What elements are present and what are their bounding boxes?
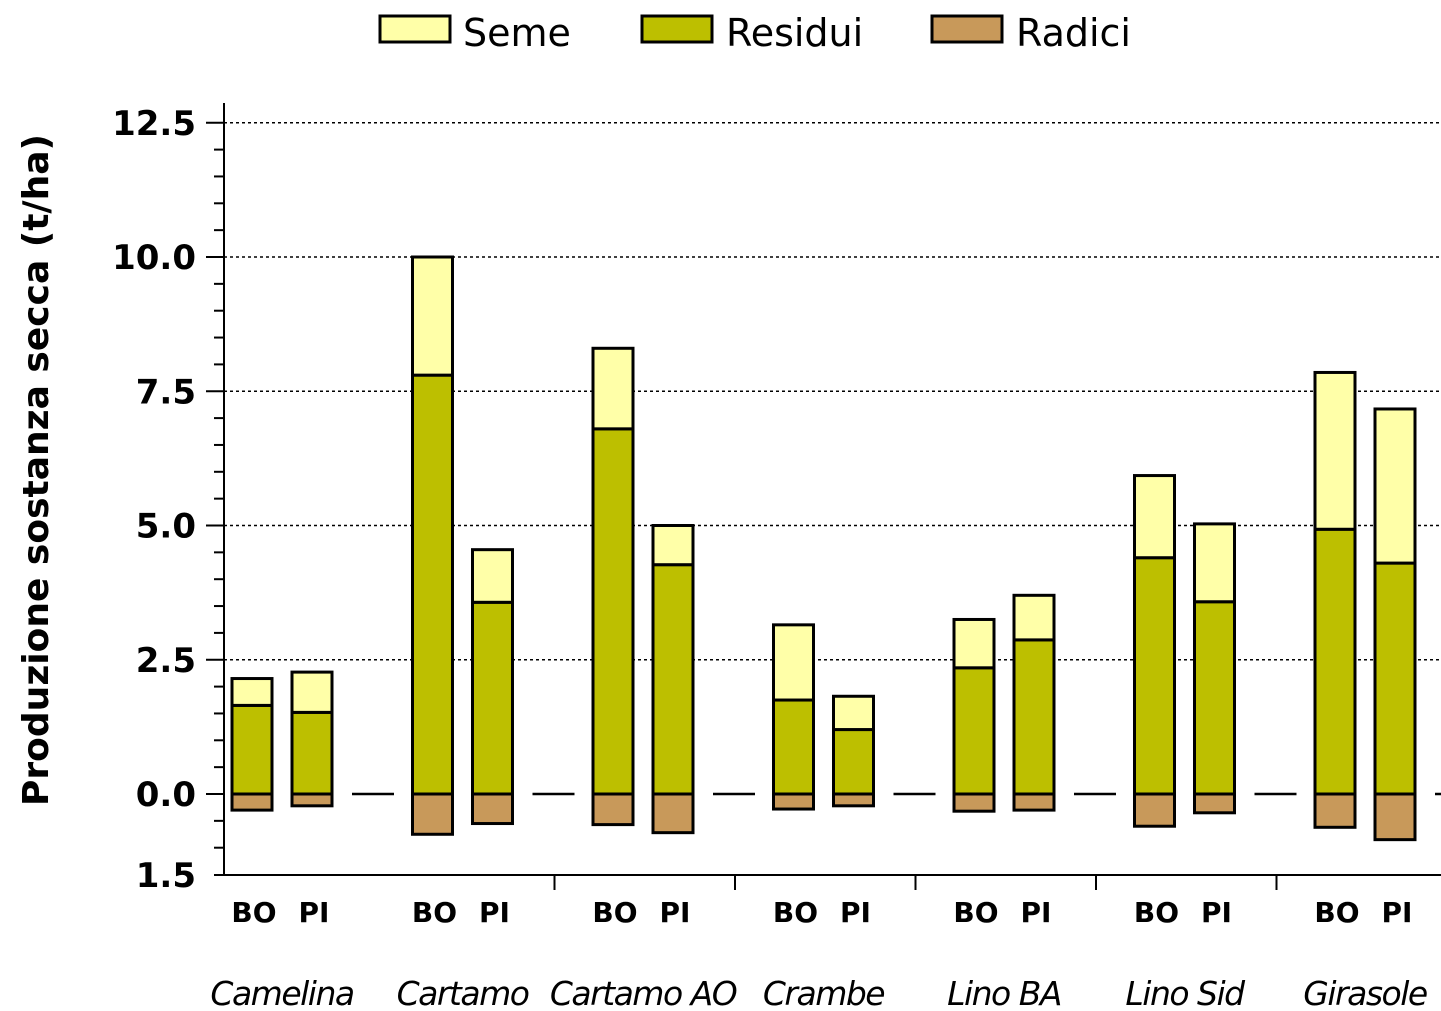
bar-residui <box>1373 561 1417 796</box>
bar-seme <box>1313 370 1357 531</box>
legend-label-seme: Seme <box>463 11 571 55</box>
bar-seme <box>411 255 454 377</box>
x-subcategory-label: BO <box>1134 896 1179 929</box>
y-tick-labels: 12.5 10.0 7.5 5.0 2.5 0.0 1.5 <box>112 104 196 896</box>
bar-residui <box>1193 600 1236 796</box>
x-subcategory-label: PI <box>479 896 510 929</box>
y-tick-label: 7.5 <box>136 372 196 412</box>
bar-seme <box>471 548 514 604</box>
bar-radici <box>1313 792 1357 829</box>
bar-seme <box>591 346 635 431</box>
bar-residui <box>230 703 274 796</box>
legend-swatch-seme <box>378 14 452 44</box>
group-labels: Camelina Cartamo Cartamo AO Crambe Lino BA Li… <box>210 974 1428 1011</box>
bar-radici <box>230 792 274 812</box>
x-group-label: Crambe <box>763 974 884 1011</box>
bar-residui <box>1012 638 1056 796</box>
bar-seme <box>952 617 996 670</box>
x-subcategory-label: BO <box>231 896 276 929</box>
axes <box>206 103 1441 890</box>
bar-radici <box>1373 792 1417 842</box>
bar-radici <box>832 792 875 808</box>
legend-swatch-radici <box>930 14 1004 44</box>
x-group-label: Cartamo AO <box>550 974 737 1011</box>
bar-seme <box>832 694 875 732</box>
y-tick-label: 10.0 <box>112 238 196 278</box>
x-subcategory-label: PI <box>660 896 691 929</box>
bar-radici <box>651 792 695 835</box>
legend-label-radici: Radici <box>1016 11 1131 55</box>
legend-swatch-residui <box>640 14 714 44</box>
bar-seme <box>230 677 274 707</box>
y-tick-label: 12.5 <box>112 104 196 144</box>
bar-radici <box>411 792 454 836</box>
bar-radici <box>772 792 815 811</box>
bar-residui <box>471 600 514 796</box>
bar-residui <box>952 666 996 796</box>
x-tick-labels: BO PI BO PI BO PI BO PI BO PI BO PI BO PI <box>231 896 1412 929</box>
x-group-label: Girasole <box>1303 974 1427 1011</box>
bar-radici <box>290 792 334 808</box>
x-subcategory-label: BO <box>592 896 637 929</box>
x-group-label: Cartamo <box>397 974 529 1011</box>
bar-seme <box>1133 474 1176 560</box>
y-tick-label: 0.0 <box>136 775 196 815</box>
bar-seme <box>772 623 815 702</box>
x-subcategory-label: PI <box>1021 896 1052 929</box>
x-subcategory-label: PI <box>840 896 871 929</box>
grid-lines <box>224 121 1441 661</box>
x-group-label: Lino BA <box>947 974 1061 1011</box>
y-tick-label: 2.5 <box>136 641 196 681</box>
x-subcategory-label: BO <box>1314 896 1359 929</box>
x-subcategory-label: PI <box>1201 896 1232 929</box>
bar-seme <box>1373 407 1417 565</box>
bar-residui <box>290 710 334 796</box>
bar-residui <box>832 728 875 796</box>
y-axis-label: Produzione sostanza secca (t/ha) <box>16 134 57 806</box>
bar-radici <box>1012 792 1056 812</box>
bars <box>230 255 1417 842</box>
bar-residui <box>591 427 635 796</box>
bar-seme <box>290 670 334 714</box>
bar-seme <box>1012 593 1056 642</box>
bar-seme <box>651 524 695 567</box>
y-tick-label: 5.0 <box>136 507 196 547</box>
bar-residui <box>1133 556 1176 796</box>
bar-radici <box>591 792 635 827</box>
bar-residui <box>1313 527 1357 796</box>
x-subcategory-label: BO <box>412 896 457 929</box>
x-group-label: Lino Sid <box>1125 974 1246 1011</box>
legend: Seme Residui Radici <box>378 11 1131 55</box>
x-subcategory-label: PI <box>1382 896 1413 929</box>
x-subcategory-label: BO <box>773 896 818 929</box>
bar-radici <box>471 792 514 826</box>
bar-radici <box>1133 792 1176 828</box>
x-subcategory-label: PI <box>299 896 330 929</box>
bar-radici <box>1193 792 1236 815</box>
x-group-label: Camelina <box>210 974 353 1011</box>
bar-radici <box>952 792 996 813</box>
bar-residui <box>411 373 454 796</box>
x-subcategory-label: BO <box>953 896 998 929</box>
legend-label-residui: Residui <box>726 11 863 55</box>
y-tick-label: 1.5 <box>136 856 196 896</box>
bar-residui <box>772 698 815 796</box>
bar-seme <box>1193 522 1236 604</box>
bar-residui <box>651 563 695 796</box>
